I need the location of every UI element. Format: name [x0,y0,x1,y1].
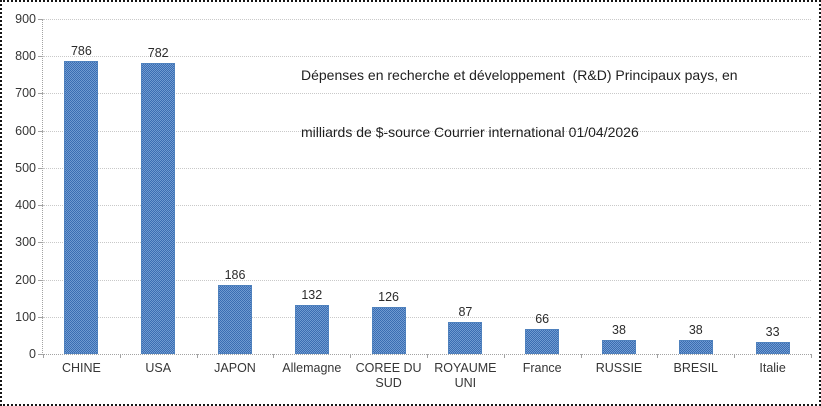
bar [448,321,483,354]
gridline [43,242,811,244]
bar-value-label: 132 [301,287,323,302]
gridline [43,167,811,169]
x-axis-tick [273,354,275,358]
category-label: BRESIL [673,361,719,375]
category-label: COREE DU SUD [355,361,422,390]
bar-slot: 132 Allemagne [273,19,350,375]
y-axis-tick-label: 700 [15,86,36,101]
y-axis-tick [38,167,43,169]
bar-slot: 33 Italie [734,19,811,375]
bar-slot: 786 CHINE [43,19,120,375]
gridline [43,19,811,20]
x-axis-tick [657,354,659,358]
category-label: CHINE [61,361,101,375]
gridline [43,316,811,318]
x-axis-tick [580,354,582,358]
y-axis-tick-label: 0 [29,347,36,361]
x-axis-tick [119,354,121,358]
gridline [43,130,811,132]
category-label: ROYAUME UNI [434,361,497,390]
bar-slot: 126 COREE DU SUD [350,19,427,390]
x-axis-tick [196,354,198,358]
category-label: Allemagne [282,361,342,375]
chart-title: Dépenses en recherche et développement (… [301,28,738,180]
bar-slot: 87 ROYAUME UNI [427,19,504,390]
bar-slot: 38 BRESIL [657,19,734,375]
bar [294,304,329,354]
category-label: France [522,361,562,375]
category-label: RUSSIE [595,361,643,375]
bar-value-label: 33 [765,324,780,339]
gridline [43,93,811,95]
y-axis-tick [38,205,43,207]
x-axis-tick [350,354,352,358]
y-axis-tick [38,93,43,95]
y-axis-tick [38,56,43,58]
x-axis-tick [43,354,44,358]
y-axis-tick [38,279,43,281]
category-label: Italie [759,361,786,375]
bar [601,339,636,354]
gridline [43,205,811,207]
y-axis-tick-label: 200 [15,272,36,287]
bar-value-label: 38 [688,322,703,337]
bar-slot: 66 France [504,19,581,375]
bar-value-label: 786 [70,44,92,59]
x-axis-tick [427,354,428,358]
x-axis-tick [811,354,812,358]
category-label: JAPON [214,361,256,375]
x-axis-tick [503,354,505,358]
y-axis-tick-label: 900 [15,12,36,26]
bar-value-label: 66 [535,312,550,327]
gridline [43,279,811,281]
y-axis-tick [38,242,43,244]
gridline [43,56,811,58]
bar-slot: 186 JAPON [197,19,274,375]
bar-slot: 782 USA [120,19,197,375]
y-axis-tick [38,316,43,318]
y-axis-tick-label: 800 [15,49,36,64]
y-axis-tick [38,354,43,355]
bar-value-label: 186 [224,267,246,282]
bar [217,284,252,354]
category-label: USA [145,361,172,375]
y-axis-tick-label: 100 [15,309,36,324]
chart-title-line1: Dépenses en recherche et développement (… [301,67,738,83]
bar-value-label: 126 [378,290,400,305]
y-axis-tick-label: 600 [15,123,36,138]
bar [64,61,99,354]
bar-value-label: 38 [612,322,626,337]
bar [678,339,713,354]
y-axis-tick [38,130,43,132]
bar-value-label: 782 [147,45,169,60]
y-axis-tick [38,19,43,20]
bar-value-label: 87 [458,304,473,319]
bar-slot: 38 RUSSIE [581,19,658,375]
y-axis-tick-label: 400 [15,198,36,213]
plot-area: 786 CHINE 782 USA 186 JAPON 132 Allemagne 126 COR… [38,19,812,390]
chart-title-line2: milliards de $-source Courrier internati… [301,124,639,140]
y-axis-tick-label: 300 [15,235,36,250]
bar [755,341,790,354]
bar [141,62,176,354]
x-axis-tick [734,354,736,358]
bar [525,329,560,354]
bar [371,307,406,354]
y-axis-tick-label: 500 [15,160,36,175]
